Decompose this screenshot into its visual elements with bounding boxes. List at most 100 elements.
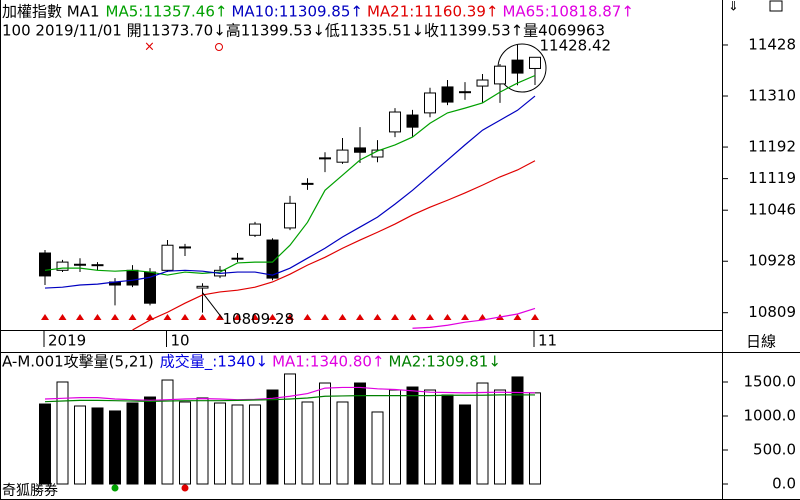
candle-body <box>284 202 296 229</box>
signal-triangle <box>146 314 154 320</box>
signal-triangle <box>531 314 539 320</box>
signal-circle <box>215 43 223 51</box>
signal-triangle <box>58 314 67 320</box>
volume-bar <box>161 379 174 485</box>
annotation: 10809.28 <box>223 310 295 328</box>
signal-triangle <box>338 314 347 320</box>
y-tick-label: 11428 <box>748 35 796 53</box>
y-tick-label: 10928 <box>748 252 796 270</box>
scroll-icon[interactable]: ⇓ <box>728 0 739 15</box>
signal-triangle <box>426 314 434 320</box>
signal-triangle <box>181 314 189 320</box>
signal-triangle <box>356 314 364 320</box>
candle-body <box>91 264 104 267</box>
volume-bar <box>144 396 156 485</box>
signal-triangle <box>198 314 207 320</box>
y-tick-label: 0.0 <box>772 475 796 493</box>
volume-bar <box>529 392 541 485</box>
ma-line <box>44 394 536 403</box>
volume-bar <box>249 404 261 485</box>
volume-bar <box>266 389 279 485</box>
volume-title: A-M.001攻擊量(5,21) <box>2 353 154 371</box>
candle-body <box>319 157 331 160</box>
legend-entry: MA10:11309.85↑ <box>231 3 362 21</box>
signal-triangle <box>41 314 49 320</box>
volume-bar <box>179 401 191 485</box>
volume-bar <box>214 402 226 485</box>
signal-triangle <box>443 314 452 320</box>
signal-triangle <box>268 314 277 320</box>
candle-body <box>529 56 541 69</box>
candle-body <box>126 269 139 286</box>
candle-body <box>336 149 349 163</box>
y-tick-label: 11119 <box>748 169 796 187</box>
annotation: 11428.42 <box>540 36 612 54</box>
volume-bar <box>389 389 401 485</box>
signal-triangle <box>128 314 137 320</box>
volume-bar <box>424 389 436 485</box>
x-tick-label: 10 <box>171 332 190 350</box>
volume-bar <box>371 411 384 485</box>
y-tick-label: 11310 <box>748 87 796 105</box>
ma-line <box>132 160 536 331</box>
signal-triangle <box>93 314 102 320</box>
volume-bar <box>319 382 331 485</box>
candle-body <box>441 86 454 103</box>
volume-bar <box>301 401 314 485</box>
signal-triangle <box>286 314 294 320</box>
candle-body <box>424 92 436 114</box>
ma-line <box>44 95 536 289</box>
volume-bar <box>91 407 104 485</box>
volume-bar <box>39 403 51 485</box>
candle-body <box>39 252 51 277</box>
candle-body <box>476 79 489 87</box>
volume-bar <box>476 382 489 485</box>
volume-bar <box>494 389 506 485</box>
candle-body <box>301 182 314 185</box>
signal-triangle <box>251 314 259 320</box>
index-title: 加權指數 MA1 <box>2 3 100 21</box>
signal-triangle <box>391 314 399 320</box>
legend-entry: MA2:1309.81↓ <box>389 353 501 371</box>
signal-triangle <box>373 314 382 320</box>
legend-entry: MA65:10818.87↑ <box>502 3 633 21</box>
candle-body <box>459 91 471 94</box>
candle-body <box>511 59 524 74</box>
signal-triangle <box>303 314 312 320</box>
candle-body <box>354 147 366 153</box>
volume-bar <box>74 405 86 485</box>
candle-body <box>196 285 209 289</box>
volume-bar <box>56 381 69 485</box>
candle-body <box>231 257 244 260</box>
volume-bar <box>284 373 296 485</box>
volume-bar <box>231 404 244 485</box>
volume-bar <box>109 410 121 485</box>
y-tick-label: 1000.0 <box>744 406 797 424</box>
y-tick-label: 10809 <box>748 303 796 321</box>
volume-bar <box>441 394 454 485</box>
window-button[interactable] <box>769 0 783 12</box>
candle-body <box>56 261 69 271</box>
candle-body <box>249 223 261 236</box>
candle-body <box>74 263 86 266</box>
y-tick-label: 1500.0 <box>744 372 797 390</box>
candle-body <box>179 246 191 249</box>
ohlc-info: 100 2019/11/01 開11373.70↓高11399.53↓低1133… <box>2 22 605 40</box>
volume-bar <box>511 376 524 485</box>
y-tick-label: 500.0 <box>753 440 796 458</box>
candle-body <box>406 114 419 128</box>
candle-body <box>389 111 401 133</box>
candle-body <box>266 239 279 279</box>
ma-line <box>44 74 536 276</box>
legend-entry: MA5:11357.46↑ <box>106 3 228 21</box>
x-tick-label: 2019 <box>48 332 86 350</box>
signal-triangle <box>163 314 172 320</box>
signal-triangle <box>321 314 329 320</box>
candle-body <box>494 65 506 85</box>
signal-triangle <box>461 314 469 320</box>
legend-entry: MA21:11160.39↑ <box>367 3 498 21</box>
signal-triangle <box>478 314 487 320</box>
volume-bar <box>196 397 209 485</box>
candle-body <box>161 244 174 271</box>
